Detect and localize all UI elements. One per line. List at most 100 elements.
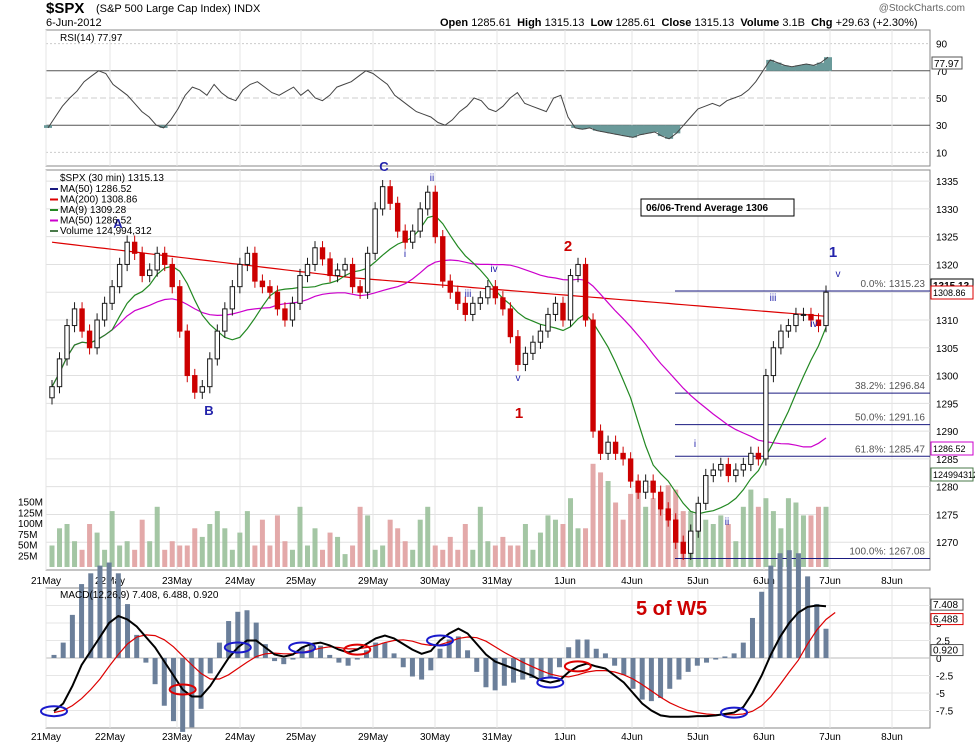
macd-histogram-bar xyxy=(79,584,85,658)
rsi-tick-label: 10 xyxy=(936,148,948,159)
macd-tags: 7.408 6.488 0.920 xyxy=(930,598,964,657)
volume-bar xyxy=(560,524,566,567)
candle-body xyxy=(590,319,596,432)
candle-body xyxy=(229,286,236,310)
candle-body xyxy=(703,475,709,504)
volume-bar xyxy=(289,549,295,567)
candle-body xyxy=(477,297,484,304)
candle-body xyxy=(763,375,769,460)
macd-histogram-bar xyxy=(547,658,553,677)
x-tick-label: 4Jun xyxy=(621,576,643,587)
volume-bar xyxy=(763,498,769,567)
volume-bar xyxy=(350,545,356,567)
candle-body xyxy=(56,358,63,388)
candle-body xyxy=(274,291,281,310)
high-value: 1315.13 xyxy=(544,17,585,29)
candle-body xyxy=(402,230,408,243)
candle-body xyxy=(567,275,574,321)
macd-histogram-bar xyxy=(584,639,590,658)
volume-bar xyxy=(605,481,611,567)
macd-histogram-bar xyxy=(685,658,691,672)
candle-body xyxy=(530,341,536,354)
candle-body xyxy=(627,458,634,482)
volume-bar xyxy=(432,545,438,567)
candle-body xyxy=(94,319,100,349)
volume-axis-label: 150M xyxy=(18,498,43,509)
candle-body xyxy=(199,386,205,393)
candle-body xyxy=(522,352,529,365)
volume-bar xyxy=(718,515,724,567)
candle-body xyxy=(725,463,732,477)
macd-histogram-bar xyxy=(612,658,618,666)
macd-histogram-bar xyxy=(382,642,388,658)
price-tick-label: 1290 xyxy=(936,427,959,438)
candle-body xyxy=(349,263,356,288)
volume-axis-label: 125M xyxy=(18,508,43,519)
volume-bar xyxy=(785,498,791,567)
x-tick-label-bottom: 25May xyxy=(286,732,316,743)
candle-body xyxy=(252,252,258,282)
macd-crossover-marker xyxy=(426,634,454,647)
macd-histogram-bar xyxy=(161,658,167,706)
macd-histogram-bar xyxy=(722,656,728,658)
volume-bar xyxy=(462,524,468,567)
candle-body xyxy=(447,280,453,293)
macd-histogram-bar xyxy=(602,653,608,658)
macd-tag-box xyxy=(930,644,964,657)
macd-histogram-bar xyxy=(290,658,296,660)
price-tick-label: 1295 xyxy=(936,399,959,410)
candle-body xyxy=(304,263,311,277)
macd-histogram-bar xyxy=(373,642,379,658)
macd-histogram-bar xyxy=(170,658,176,722)
candle-body xyxy=(710,469,716,477)
candle-body xyxy=(485,286,491,299)
volume-bar xyxy=(778,528,784,567)
macd-tick-label: -7.5 xyxy=(936,707,954,718)
volume-label: Volume xyxy=(740,17,780,29)
volume-bar xyxy=(695,519,701,567)
candle-body xyxy=(334,269,341,277)
price-tag-label: 1308.86 xyxy=(933,288,966,298)
x-tick-label-bottom: 6Jun xyxy=(753,732,775,743)
volume-bar xyxy=(214,511,220,567)
x-tick-label: 6Jun xyxy=(753,576,775,587)
macd-histogram-bar xyxy=(354,658,360,660)
volume-axis-label: 100M xyxy=(18,519,43,530)
candle-body xyxy=(109,286,115,304)
volume-bar xyxy=(455,549,461,567)
volume-bar xyxy=(815,506,821,567)
volume-bar xyxy=(139,519,145,567)
candle-body xyxy=(237,263,243,288)
macd-histogram-bar xyxy=(419,658,425,680)
candle-body xyxy=(620,452,626,460)
x-tick-label: 1Jun xyxy=(554,576,576,587)
rsi-tick-label: 50 xyxy=(936,94,948,105)
price-tick-label: 1285 xyxy=(936,455,959,466)
x-tick-label: 30May xyxy=(420,576,450,587)
open-label: Open xyxy=(440,17,469,29)
volume-bar xyxy=(530,549,536,567)
volume-bar xyxy=(380,545,386,567)
rsi-panel: 10 30 50 70 90 RSI(14) 77.97 77.97 xyxy=(44,29,963,167)
macd-histogram-bar xyxy=(272,658,278,662)
macd-histogram-bar xyxy=(639,658,645,700)
volume-bar xyxy=(320,549,326,567)
open-value: 1285.61 xyxy=(471,17,511,29)
candle-body xyxy=(500,297,506,310)
volume-bar xyxy=(169,541,175,567)
volume-bar xyxy=(590,463,596,567)
volume-bar xyxy=(177,545,183,567)
macd-histogram-bar xyxy=(575,639,581,658)
candle-body xyxy=(507,308,514,338)
wave-label: ii xyxy=(725,517,729,528)
volume-bar xyxy=(192,528,198,567)
macd-histogram-bar xyxy=(327,654,333,658)
x-tick-label: 29May xyxy=(358,576,388,587)
candle-body xyxy=(192,375,198,393)
candle-body xyxy=(597,430,604,454)
x-tick-label: 7Jun xyxy=(819,576,841,587)
macd-histogram-bar xyxy=(740,642,746,658)
candle-body xyxy=(425,191,431,210)
volume-bar xyxy=(507,545,513,567)
